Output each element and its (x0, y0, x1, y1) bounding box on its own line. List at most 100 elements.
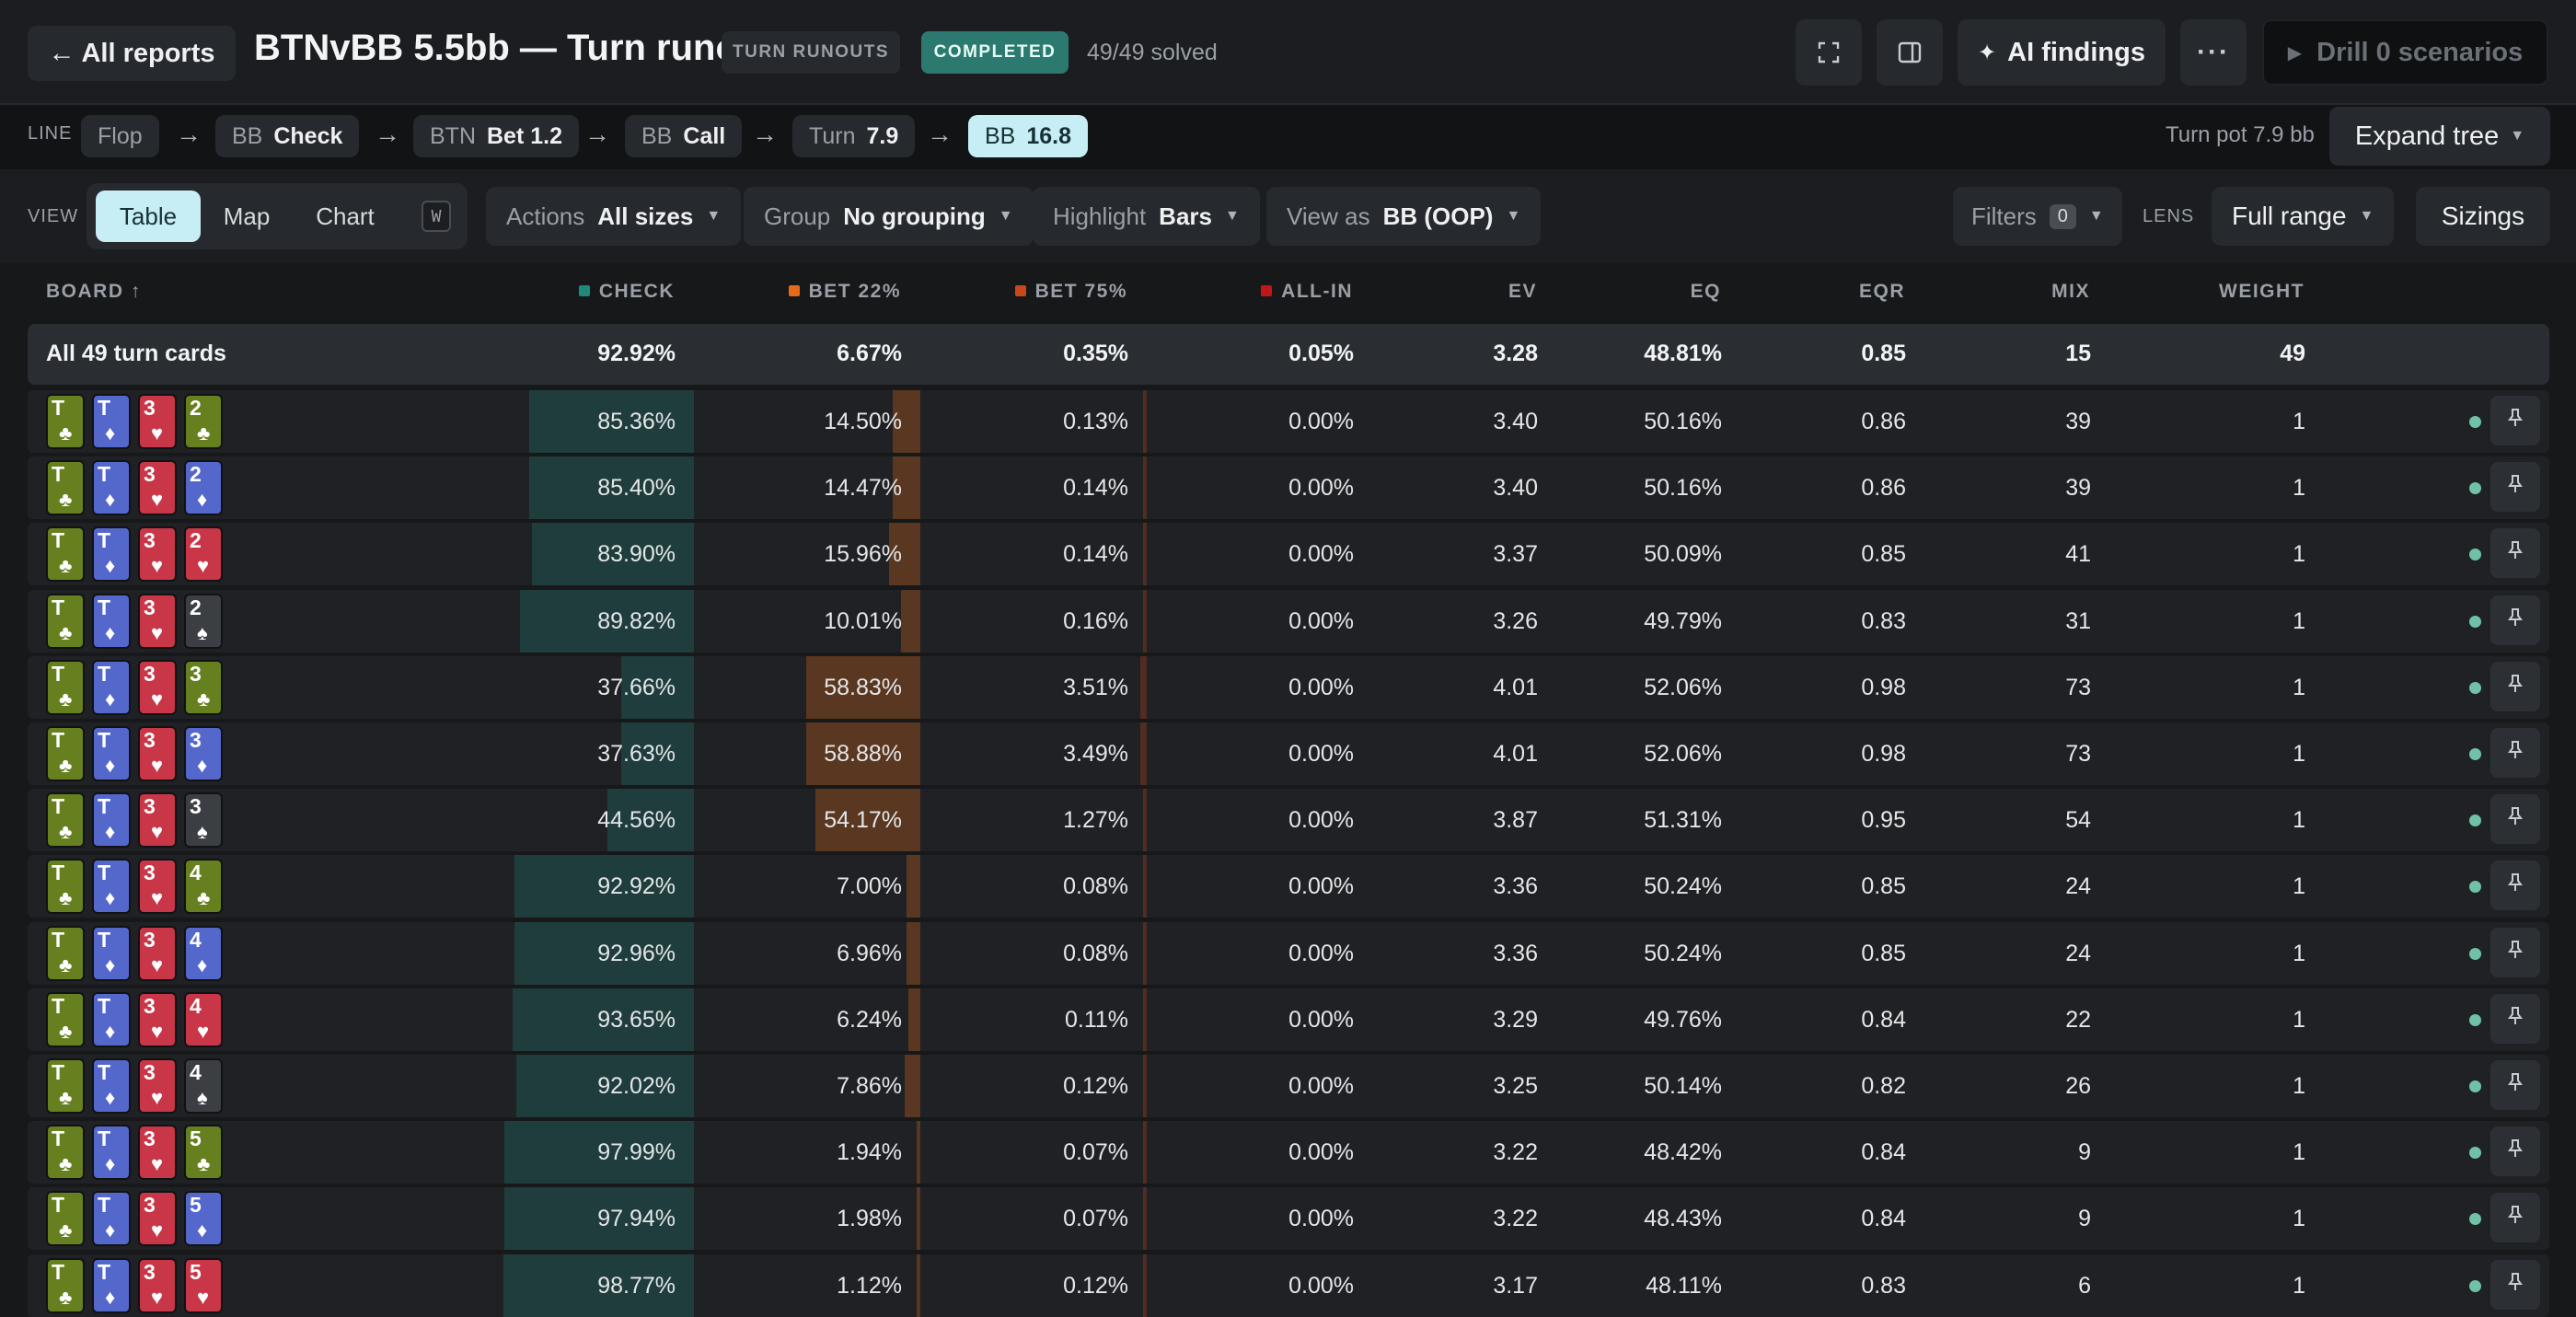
arrow-icon: → (927, 120, 953, 148)
card-suit-icon: ♣ (197, 886, 211, 910)
table-row[interactable]: T ♣ T ♦ 3 ♥ 4 ♦ 92.96% 6.96% 0.08% 0.00% 3.36 50.24% 0… (28, 921, 2549, 985)
view-as-dropdown[interactable]: View as BB (OOP) ▼ (1266, 187, 1542, 246)
line-node-bb-check[interactable]: BB Check (215, 115, 360, 157)
playing-card: T ♦ (92, 726, 131, 781)
pin-button[interactable] (2490, 1060, 2540, 1110)
cell-check: 89.82% (597, 607, 676, 634)
actions-dropdown[interactable]: Actions All sizes ▼ (486, 187, 742, 246)
pin-button[interactable] (2490, 661, 2540, 711)
cell-ev: 3.26 (1493, 607, 1538, 634)
bet75-bar (1139, 655, 1147, 719)
tab-table[interactable]: Table (96, 191, 201, 242)
cell-check: 98.77% (597, 1272, 676, 1299)
pin-button[interactable] (2490, 528, 2540, 579)
column-header-weight[interactable]: WEIGHT (2219, 281, 2305, 302)
column-header-eqr[interactable]: EQR (1858, 281, 1905, 302)
cell-weight: 1 (2293, 541, 2305, 568)
card-rank: T (52, 728, 65, 752)
column-header-check[interactable]: CHECK (578, 281, 675, 303)
table-row[interactable]: T ♣ T ♦ 3 ♥ 5 ♣ 97.99% 1.94% 0.07% 0.00% 3.22 48.42% 0… (28, 1121, 2549, 1184)
expand-tree-button[interactable]: Expand tree ▼ (2329, 107, 2550, 166)
all-reports-button[interactable]: ← All reports (28, 26, 236, 81)
sizings-button[interactable]: Sizings (2416, 187, 2550, 246)
pin-button[interactable] (2490, 1193, 2540, 1243)
panel-toggle-button[interactable] (1877, 19, 1943, 86)
table-row[interactable]: T ♣ T ♦ 3 ♥ 5 ♥ 98.77% 1.12% 0.12% 0.00% 3.17 48.11% 0… (28, 1253, 2549, 1317)
bet22-bar (905, 1055, 920, 1117)
pin-button[interactable] (2490, 927, 2540, 977)
more-options-button[interactable]: ··· (2180, 19, 2247, 86)
card-suit-icon: ♦ (105, 820, 116, 844)
table-row[interactable]: T ♣ T ♦ 3 ♥ 4 ♣ 92.92% 7.00% 0.08% 0.00% 3.36 50.24% 0… (28, 855, 2549, 918)
pin-button[interactable] (2490, 396, 2540, 445)
card-suit-icon: ♣ (59, 1019, 73, 1043)
table-row[interactable]: T ♣ T ♦ 3 ♥ 2 ♣ 85.36% 14.50% 0.13% 0.00% 3.40 50.16%… (28, 390, 2549, 453)
playing-card: 3 ♠ (184, 792, 223, 849)
drill-scenarios-button[interactable]: ▶ Drill 0 scenarios (2262, 19, 2548, 86)
table-row[interactable]: T ♣ T ♦ 3 ♥ 2 ♠ 89.82% 10.01% 0.16% 0.00% 3.26 49.79%… (28, 589, 2549, 653)
summary-allin: 0.05% (1288, 341, 1354, 366)
node-player: Turn (809, 122, 856, 149)
column-header-bet75[interactable]: BET 75% (1014, 281, 1127, 303)
chevron-down-icon: ▼ (1225, 208, 1240, 224)
card-rank: T (52, 927, 65, 952)
table-row[interactable]: T ♣ T ♦ 3 ♥ 5 ♦ 97.94% 1.98% 0.07% 0.00% 3.22 48.43% 0… (28, 1187, 2549, 1251)
table-row[interactable]: T ♣ T ♦ 3 ♥ 4 ♠ 92.02% 7.86% 0.12% 0.00% 3.25 50.14% 0… (28, 1055, 2549, 1117)
line-node-turn[interactable]: Turn 7.9 (792, 115, 916, 157)
column-header-allin[interactable]: ALL-IN (1261, 281, 1353, 303)
table-row[interactable]: T ♣ T ♦ 3 ♥ 2 ♦ 85.40% 14.47% 0.14% 0.00% 3.40 50.16%… (28, 456, 2549, 520)
card-rank: 4 (190, 993, 202, 1018)
card-rank: 3 (144, 927, 156, 952)
tab-chart[interactable]: Chart (316, 202, 375, 230)
table-row[interactable]: T ♣ T ♦ 3 ♥ 3 ♦ 37.63% 58.88% 3.49% 0.00% 4.01 52.06%… (28, 722, 2549, 785)
pin-button[interactable] (2490, 993, 2540, 1044)
bet22-bar (907, 988, 920, 1051)
table-row[interactable]: T ♣ T ♦ 3 ♥ 3 ♠ 44.56% 54.17% 1.27% 0.00% 3.87 51.31%… (28, 789, 2549, 852)
highlight-dropdown[interactable]: Highlight Bars ▼ (1033, 187, 1260, 246)
cell-weight: 1 (2293, 475, 2305, 502)
card-suit-icon: ♥ (151, 820, 164, 844)
line-node-bb-call[interactable]: BB Call (625, 115, 743, 157)
pin-button[interactable] (2490, 861, 2540, 911)
line-node-bb-current[interactable]: BB 16.8 (968, 115, 1089, 157)
cell-bet75: 0.07% (1063, 1139, 1128, 1166)
pin-button[interactable] (2490, 728, 2540, 778)
summary-bet75: 0.35% (1063, 341, 1128, 366)
filters-dropdown[interactable]: Filters 0 ▼ (1953, 187, 2122, 246)
status-dot (2469, 1213, 2481, 1226)
group-dropdown[interactable]: Group No grouping ▼ (744, 187, 1034, 246)
cell-bet22: 58.88% (824, 741, 902, 767)
bet75-bar (1143, 589, 1147, 653)
status-dot (2469, 482, 2481, 495)
card-suit-icon: ♦ (197, 488, 208, 512)
playing-card: T ♦ (92, 1058, 131, 1114)
column-header-bet22[interactable]: BET 22% (788, 281, 901, 303)
column-header-mix[interactable]: MIX (2051, 281, 2090, 302)
line-node-flop[interactable]: Flop (81, 115, 159, 157)
column-header-eq[interactable]: EQ (1690, 281, 1721, 302)
pin-button[interactable] (2490, 1259, 2540, 1310)
column-header-board[interactable]: BOARD ↑ (46, 281, 142, 302)
node-action: Check (273, 122, 343, 149)
table-row[interactable]: T ♣ T ♦ 3 ♥ 4 ♥ 93.65% 6.24% 0.11% 0.00% 3.29 49.76% 0… (28, 988, 2549, 1051)
card-suit-icon: ♣ (197, 687, 211, 710)
tab-map[interactable]: Map (223, 202, 271, 230)
status-dot (2469, 1147, 2481, 1160)
card-suit-icon: ♥ (151, 1019, 164, 1043)
table-row[interactable]: T ♣ T ♦ 3 ♥ 2 ♥ 83.90% 15.96% 0.14% 0.00% 3.37 50.09%… (28, 523, 2549, 586)
column-header-ev[interactable]: EV (1507, 281, 1537, 302)
pin-button[interactable] (2490, 1126, 2540, 1177)
table-row[interactable]: T ♣ T ♦ 3 ♥ 3 ♣ 37.66% 58.83% 3.51% 0.00% 4.01 52.06%… (28, 655, 2549, 719)
fullscreen-button[interactable] (1796, 19, 1862, 86)
card-rank: T (52, 661, 65, 686)
line-node-btn-bet[interactable]: BTN Bet 1.2 (413, 115, 579, 157)
lens-dropdown[interactable]: Full range ▼ (2212, 187, 2395, 246)
playing-card: T ♦ (92, 526, 131, 583)
pin-button[interactable] (2490, 462, 2540, 513)
ai-findings-button[interactable]: ✦ AI findings (1958, 19, 2166, 86)
pin-button[interactable] (2490, 595, 2540, 645)
pin-button[interactable] (2490, 794, 2540, 845)
cell-eqr: 0.86 (1861, 475, 1906, 502)
expand-tree-label: Expand tree (2354, 121, 2500, 151)
playing-card: 2 ♠ (184, 593, 223, 649)
